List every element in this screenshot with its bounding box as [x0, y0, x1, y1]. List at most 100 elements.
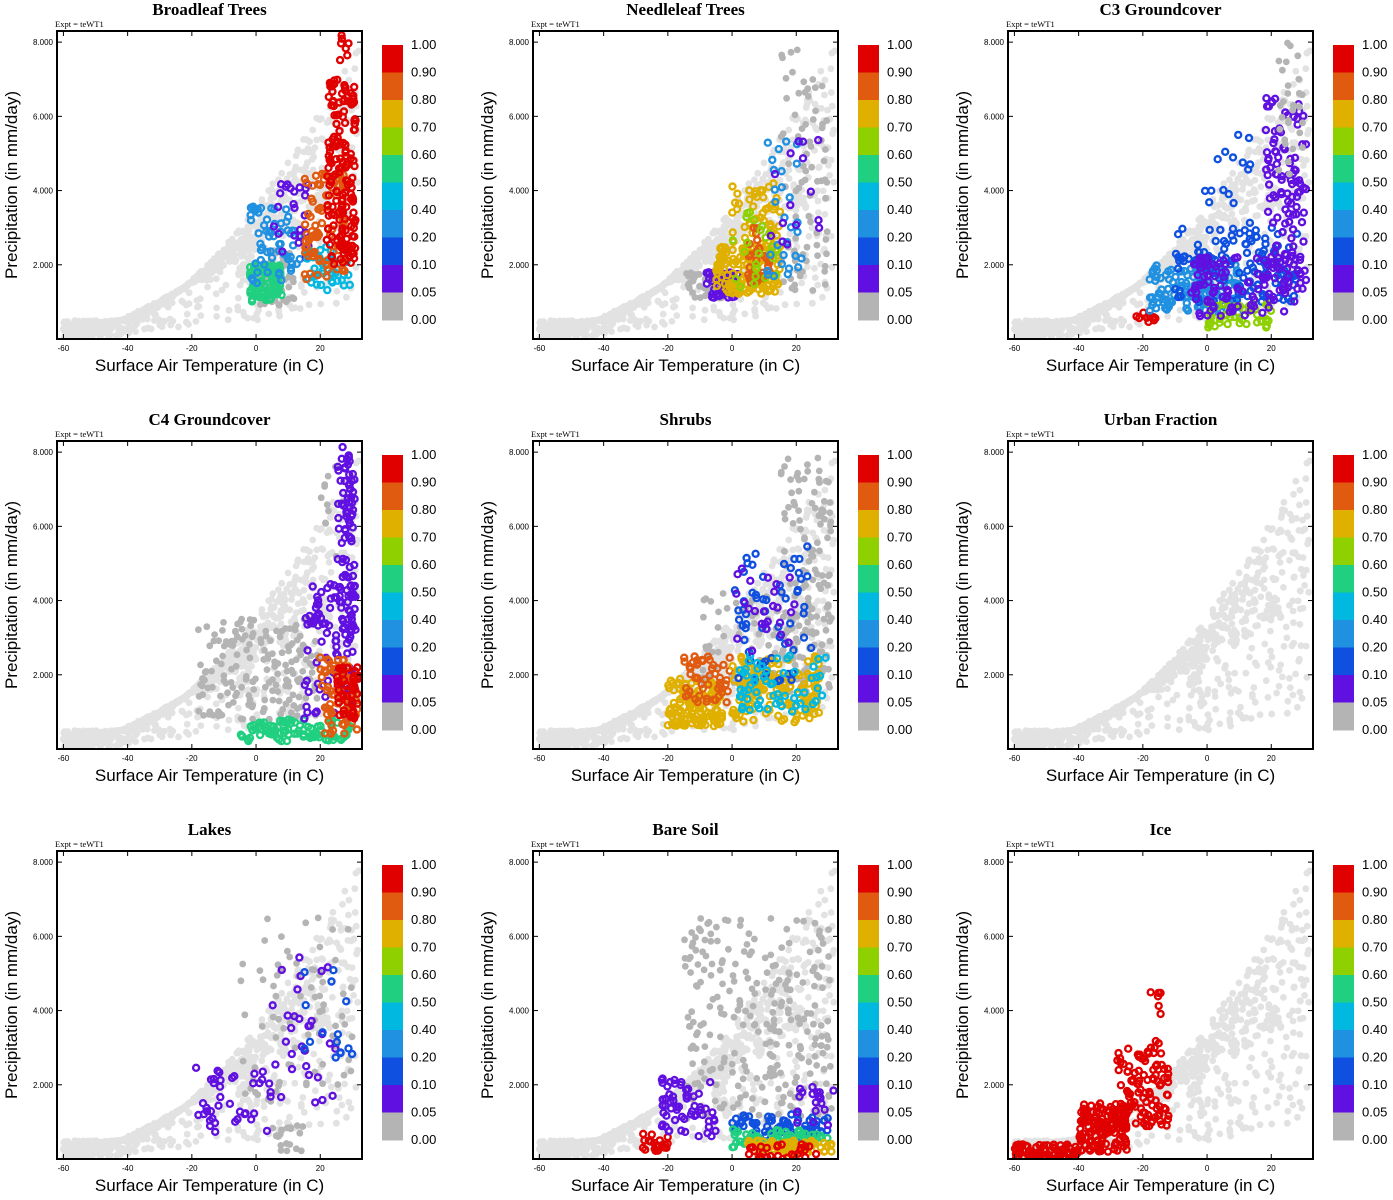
- data-point: [285, 283, 293, 291]
- colorbar-swatch: [1333, 127, 1354, 156]
- background-point: [752, 299, 759, 306]
- background-point: [1210, 231, 1218, 239]
- colorbar-swatch: [382, 127, 403, 156]
- background-point: [278, 579, 286, 587]
- data-point: [823, 250, 830, 258]
- data-point: [348, 173, 357, 183]
- background-point: [143, 315, 151, 323]
- data-point: [275, 261, 284, 270]
- background-point: [132, 321, 139, 329]
- data-point: [800, 78, 808, 86]
- background-point: [1303, 102, 1311, 110]
- data-point: [758, 186, 767, 195]
- plot-area: [60, 442, 362, 749]
- background-point: [1169, 259, 1177, 267]
- background-point: [213, 304, 221, 312]
- background-point: [1195, 216, 1203, 224]
- data-point: [334, 164, 344, 173]
- colorbar-label: 0.40: [411, 202, 436, 217]
- background-point: [319, 136, 327, 143]
- data-point: [1263, 170, 1272, 180]
- data-point: [340, 266, 349, 276]
- background-point: [661, 300, 669, 307]
- data-point: [814, 223, 824, 233]
- background-point: [253, 221, 261, 228]
- data-point: [763, 138, 772, 147]
- data-point: [1265, 194, 1275, 203]
- background-point: [808, 299, 816, 307]
- data-point: [1235, 268, 1244, 278]
- background-point: [1025, 321, 1033, 329]
- background-point: [568, 317, 576, 325]
- background-point: [268, 193, 276, 200]
- background-point: [752, 312, 759, 320]
- background-point: [828, 102, 836, 110]
- colorbar-label: 0.00: [887, 312, 912, 327]
- data-point: [792, 234, 799, 242]
- background-point: [1212, 221, 1220, 229]
- background-point: [300, 136, 307, 143]
- data-point: [334, 110, 343, 119]
- background-point: [710, 229, 718, 237]
- background-point: [751, 176, 758, 184]
- data-point: [728, 182, 737, 191]
- data-point: [1292, 177, 1301, 186]
- data-point: [1286, 170, 1293, 178]
- data-point: [796, 272, 804, 280]
- data-point: [695, 270, 703, 278]
- background-point: [310, 563, 318, 571]
- data-point: [785, 193, 794, 202]
- background-point: [151, 310, 159, 318]
- data-point: [269, 222, 279, 231]
- data-point: [1175, 286, 1184, 295]
- background-point: [831, 47, 838, 55]
- background-point: [821, 91, 828, 99]
- background-point: [680, 261, 688, 269]
- background-point: [716, 312, 724, 320]
- data-point: [327, 252, 336, 261]
- background-point: [296, 305, 304, 312]
- data-point: [289, 199, 298, 209]
- data-point: [823, 117, 830, 124]
- data-point: [716, 255, 725, 264]
- data-point: [327, 277, 336, 286]
- data-point: [1279, 66, 1286, 74]
- background-point: [178, 286, 185, 293]
- background-point: [1118, 321, 1126, 329]
- data-point: [350, 218, 359, 227]
- data-point: [275, 301, 283, 309]
- background-point: [162, 296, 170, 304]
- background-point: [1264, 136, 1272, 144]
- background-point: [115, 317, 122, 325]
- data-point: [348, 241, 357, 251]
- background-point: [1052, 325, 1060, 332]
- background-point: [116, 329, 124, 337]
- background-point: [552, 333, 560, 339]
- data-point: [1243, 165, 1253, 174]
- background-point: [702, 258, 709, 265]
- data-point: [1245, 229, 1254, 238]
- data-point: [742, 212, 751, 222]
- background-point: [161, 317, 168, 325]
- data-point: [822, 236, 830, 243]
- background-point: [1139, 279, 1147, 286]
- background-point: [821, 211, 829, 218]
- data-point: [787, 48, 795, 56]
- background-point: [74, 321, 82, 329]
- colorbar-label: 0.10: [411, 257, 436, 272]
- background-point: [626, 300, 634, 307]
- background-point: [297, 280, 305, 288]
- data-point: [769, 165, 778, 175]
- background-point: [828, 263, 836, 271]
- data-point: [1154, 289, 1164, 298]
- background-point: [1300, 162, 1307, 169]
- data-point: [1296, 269, 1305, 278]
- x-tick-label: -60: [1009, 344, 1021, 353]
- data-point: [1152, 272, 1161, 282]
- data-point: [324, 163, 333, 173]
- colorbar-label: 0.60: [887, 147, 912, 162]
- data-point: [316, 280, 326, 290]
- background-point: [284, 159, 292, 167]
- y-tick-label: 2.000: [984, 261, 1005, 270]
